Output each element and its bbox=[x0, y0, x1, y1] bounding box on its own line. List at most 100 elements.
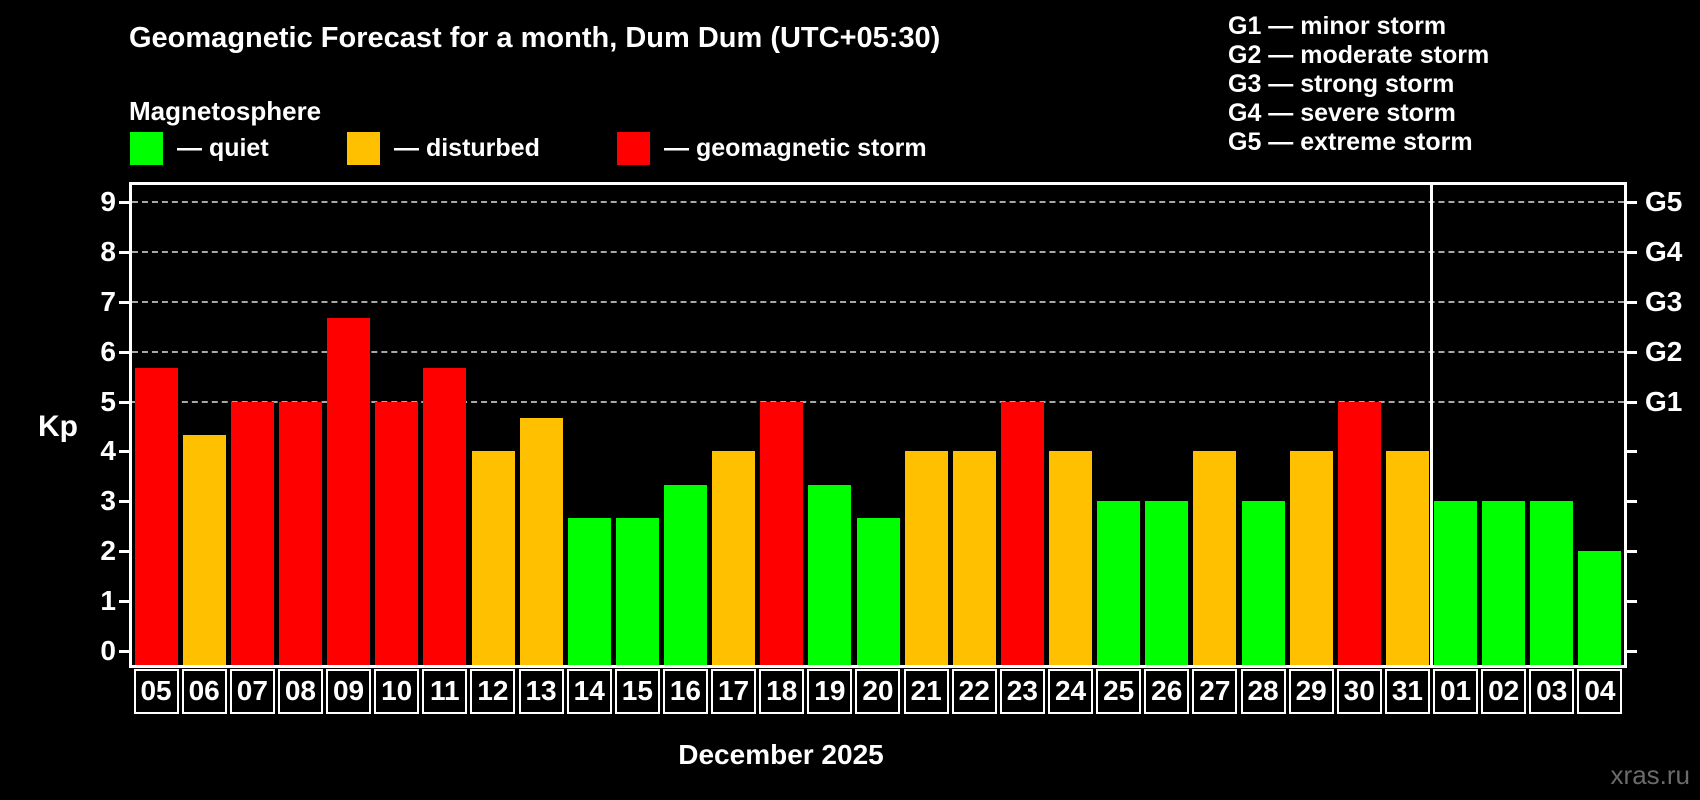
day-label-01: 01 bbox=[1433, 669, 1479, 714]
x-axis-title: December 2025 bbox=[678, 739, 884, 770]
bar-day-21 bbox=[904, 451, 948, 665]
day-label-18: 18 bbox=[759, 669, 805, 714]
day-label-26: 26 bbox=[1144, 669, 1190, 714]
y-tick-left-4 bbox=[119, 450, 129, 454]
storm-scale-line: G2 — moderate storm bbox=[1228, 41, 1490, 69]
month-separator bbox=[1430, 185, 1433, 665]
y-tick-label-5: 5 bbox=[100, 385, 116, 417]
y-tick-label-6: 6 bbox=[100, 335, 116, 367]
y-tick-label-8: 8 bbox=[100, 235, 116, 267]
bar-day-15 bbox=[615, 517, 659, 665]
plot-frame bbox=[129, 182, 1627, 668]
bar-day-12 bbox=[471, 451, 515, 665]
bar-day-19 bbox=[808, 484, 852, 665]
storm-scale-legend: G1 — minor storm G2 — moderate storm G3 — … bbox=[1228, 12, 1489, 157]
bar-day-28 bbox=[1241, 501, 1285, 665]
bar-day-16 bbox=[664, 484, 707, 665]
day-label-27: 27 bbox=[1192, 669, 1238, 714]
y-tick-left-9 bbox=[119, 200, 129, 204]
legend-label-disturbed: — disturbed bbox=[394, 134, 540, 162]
day-label-28: 28 bbox=[1240, 669, 1286, 714]
day-label-04: 04 bbox=[1577, 669, 1623, 714]
legend-swatch-storm bbox=[617, 132, 650, 165]
plot-inner bbox=[132, 185, 1624, 665]
y-tick-label-9: 9 bbox=[100, 185, 116, 217]
storm-scale-line: G4 — severe storm bbox=[1228, 99, 1456, 127]
g-level-label-G2: G2 bbox=[1645, 335, 1683, 367]
g-level-label-G1: G1 bbox=[1645, 385, 1683, 417]
day-label-06: 06 bbox=[181, 669, 227, 714]
legend-label-quiet: — quiet bbox=[177, 134, 269, 162]
gridline-kp9 bbox=[132, 200, 1624, 203]
bar-day-26 bbox=[1145, 501, 1189, 665]
y-tick-right-7 bbox=[1627, 300, 1637, 304]
day-label-02: 02 bbox=[1481, 669, 1527, 714]
bar-day-02 bbox=[1482, 501, 1526, 665]
bar-day-03 bbox=[1530, 501, 1574, 665]
bar-day-24 bbox=[1049, 451, 1092, 665]
day-label-08: 08 bbox=[277, 669, 323, 714]
day-label-20: 20 bbox=[855, 669, 901, 714]
chart-subtitle: Magnetosphere bbox=[129, 96, 322, 126]
y-tick-right-2 bbox=[1627, 550, 1637, 554]
bar-day-17 bbox=[712, 451, 756, 665]
bar-day-31 bbox=[1385, 451, 1429, 665]
y-tick-label-3: 3 bbox=[100, 485, 116, 517]
gridline-kp8 bbox=[132, 250, 1624, 253]
day-label-03: 03 bbox=[1529, 669, 1575, 714]
legend-swatch-quiet bbox=[130, 132, 163, 165]
bar-day-27 bbox=[1193, 451, 1237, 665]
y-tick-label-4: 4 bbox=[100, 435, 116, 467]
bar-day-09 bbox=[327, 318, 371, 665]
legend-label-storm: — geomagnetic storm bbox=[664, 134, 927, 162]
bar-day-23 bbox=[1000, 401, 1044, 665]
y-axis-title: Kp bbox=[38, 410, 78, 443]
bar-day-13 bbox=[519, 418, 563, 665]
day-label-29: 29 bbox=[1288, 669, 1334, 714]
bar-day-04 bbox=[1578, 551, 1622, 665]
day-label-24: 24 bbox=[1048, 669, 1094, 714]
day-label-31: 31 bbox=[1384, 669, 1430, 714]
day-label-23: 23 bbox=[999, 669, 1045, 714]
bar-day-11 bbox=[423, 368, 467, 665]
gridline-kp5 bbox=[132, 400, 1624, 403]
storm-scale-line: G1 — minor storm bbox=[1228, 12, 1447, 40]
bar-day-29 bbox=[1289, 451, 1333, 665]
bar-day-10 bbox=[375, 401, 419, 665]
day-label-19: 19 bbox=[807, 669, 853, 714]
day-label-21: 21 bbox=[903, 669, 949, 714]
day-label-25: 25 bbox=[1096, 669, 1142, 714]
day-label-15: 15 bbox=[614, 669, 660, 714]
y-tick-left-0 bbox=[119, 650, 129, 653]
y-tick-label-7: 7 bbox=[100, 285, 116, 317]
y-tick-right-3 bbox=[1627, 500, 1637, 504]
day-label-14: 14 bbox=[566, 669, 612, 714]
bar-day-07 bbox=[230, 401, 274, 665]
legend-swatch-disturbed bbox=[347, 132, 380, 165]
bar-day-30 bbox=[1337, 401, 1381, 665]
y-tick-right-8 bbox=[1627, 250, 1637, 254]
plot-area bbox=[129, 182, 1627, 668]
chart-title: Geomagnetic Forecast for a month, Dum Du… bbox=[129, 22, 941, 54]
storm-scale-line: G3 — strong storm bbox=[1228, 70, 1455, 98]
bar-day-08 bbox=[279, 401, 322, 665]
day-label-13: 13 bbox=[518, 669, 564, 714]
day-label-09: 09 bbox=[326, 669, 372, 714]
y-tick-left-8 bbox=[119, 250, 129, 254]
bar-day-01 bbox=[1434, 501, 1477, 665]
y-tick-left-3 bbox=[119, 500, 129, 504]
day-label-16: 16 bbox=[662, 669, 708, 714]
g-level-label-G4: G4 bbox=[1645, 235, 1683, 267]
y-tick-right-1 bbox=[1627, 600, 1637, 604]
day-label-22: 22 bbox=[951, 669, 997, 714]
y-tick-left-7 bbox=[119, 300, 129, 304]
day-label-17: 17 bbox=[711, 669, 757, 714]
g-level-label-G3: G3 bbox=[1645, 285, 1683, 317]
bar-day-06 bbox=[182, 434, 226, 665]
day-label-11: 11 bbox=[422, 669, 468, 714]
y-tick-right-5 bbox=[1627, 400, 1637, 404]
day-label-10: 10 bbox=[374, 669, 420, 714]
bar-day-14 bbox=[567, 517, 611, 665]
bar-day-25 bbox=[1097, 501, 1141, 665]
y-tick-left-5 bbox=[119, 400, 129, 404]
